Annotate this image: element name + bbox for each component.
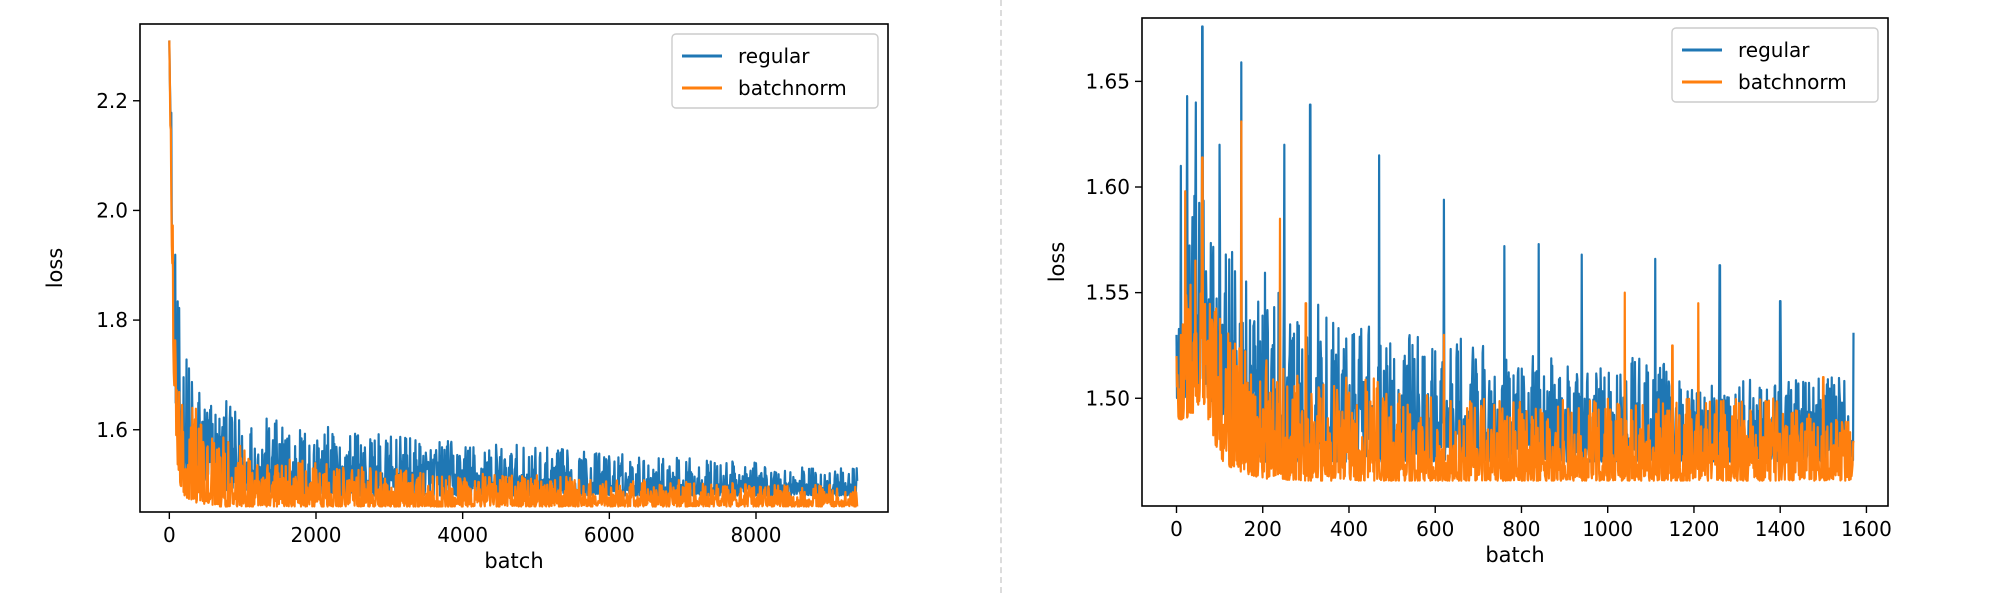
series-line-batchnorm-right xyxy=(1175,120,1855,482)
series-line-batchnorm-left xyxy=(168,40,859,508)
y-tick-label-left-1: 1.8 xyxy=(96,308,128,332)
y-tick-label-left-0: 1.6 xyxy=(96,418,128,442)
x-tick-label-right-8: 1600 xyxy=(1841,517,1892,541)
x-tick-label-left-3: 6000 xyxy=(584,523,635,547)
legend-box-left xyxy=(671,33,879,109)
legend-label-regular-left: regular xyxy=(738,44,810,68)
x-tick-label-right-5: 1000 xyxy=(1582,517,1633,541)
y-tick-label-right-3: 1.65 xyxy=(1085,69,1130,93)
plot-area-right: 0 200 400 600 800 1000 1200 1400 1600 1.50 1.55 1.6… xyxy=(1045,17,1892,567)
plot-area-left: 0 2000 4000 6000 8000 1.6 1.8 2.0 2.2 batch loss re… xyxy=(43,23,889,573)
x-tick-label-left-1: 2000 xyxy=(291,523,342,547)
y-tick-label-right-2: 1.60 xyxy=(1085,175,1130,199)
x-tick-label-right-0: 0 xyxy=(1170,517,1183,541)
legend-box-right xyxy=(1671,27,1879,103)
y-tick-label-right-1: 1.55 xyxy=(1085,281,1130,305)
legend-label-regular-right: regular xyxy=(1738,38,1810,62)
x-tick-label-left-0: 0 xyxy=(163,523,176,547)
legend-label-batchnorm-right: batchnorm xyxy=(1738,70,1847,94)
y-tick-label-right-0: 1.50 xyxy=(1085,386,1130,410)
legend-left: regular batchnorm xyxy=(671,33,879,109)
x-tick-label-left-4: 8000 xyxy=(731,523,782,547)
x-axis-label-right: batch xyxy=(1485,543,1544,567)
x-tick-label-right-2: 400 xyxy=(1330,517,1368,541)
x-tick-label-right-1: 200 xyxy=(1244,517,1282,541)
legend-right: regular batchnorm xyxy=(1671,27,1879,103)
x-axis-label-left: batch xyxy=(484,549,543,573)
x-tick-label-right-7: 1400 xyxy=(1755,517,1806,541)
axes-frame-left xyxy=(139,23,889,513)
x-tick-label-right-4: 800 xyxy=(1502,517,1540,541)
y-axis-label-left: loss xyxy=(43,248,67,289)
y-tick-label-left-2: 2.0 xyxy=(96,198,128,222)
panel-divider xyxy=(1000,0,1002,593)
axes-frame-right xyxy=(1141,17,1889,507)
x-tick-label-right-6: 1200 xyxy=(1669,517,1720,541)
x-tick-label-right-3: 600 xyxy=(1416,517,1454,541)
x-tick-label-left-2: 4000 xyxy=(437,523,488,547)
y-axis-label-right: loss xyxy=(1045,242,1069,283)
legend-label-batchnorm-left: batchnorm xyxy=(738,76,847,100)
y-tick-label-left-3: 2.2 xyxy=(96,89,128,113)
